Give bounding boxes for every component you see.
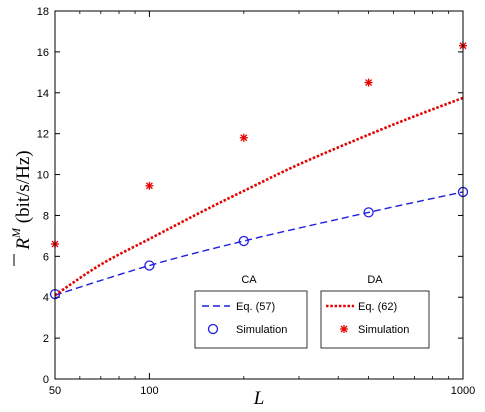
data-point-ca_sim — [144, 260, 155, 271]
legend-da-star-d2 — [340, 325, 348, 333]
y-tick-label: 6 — [43, 251, 49, 263]
axis-ticks: 0 2 4 6 8 10 12 14 16 18 50 100 1000 — [37, 6, 475, 397]
data-point-da_sim — [145, 181, 154, 190]
series-layer — [49, 41, 469, 300]
y-tick-label: 18 — [37, 6, 49, 18]
data-point-da_sim — [364, 78, 373, 87]
x-tick-label: 100 — [140, 385, 158, 397]
x-tick-label: 50 — [49, 385, 61, 397]
legend-da-sim-swatch — [340, 325, 348, 333]
legend-da-sim-label: Simulation — [358, 324, 409, 336]
y-tick-label: 12 — [37, 129, 49, 141]
y-tick-label: 0 — [43, 374, 49, 386]
y-tick-label: 2 — [43, 333, 49, 345]
y-tick-label: 14 — [37, 88, 49, 100]
legend-ca-eq-label: Eq. (57) — [236, 301, 275, 313]
series-line-ca_eq — [54, 191, 464, 296]
data-point-ca_sim — [363, 207, 374, 218]
legend-da-box — [320, 290, 430, 349]
y-axis-label-text: RM (bit/s/Hz) — [9, 150, 34, 250]
legend-da: DA Eq. (62) Simulation — [320, 274, 430, 349]
y-tick-label: 10 — [37, 170, 49, 182]
series-line-da_eq — [54, 96, 464, 297]
y-tick-label: 4 — [43, 292, 49, 304]
y-axis-label-unit: (bit/s/Hz) — [13, 150, 34, 228]
legend-ca-sim-label: Simulation — [236, 324, 287, 336]
star-stroke — [365, 79, 373, 87]
y-tick-label: 8 — [43, 210, 49, 222]
y-tick-label: 16 — [37, 47, 49, 59]
legend-da-title: DA — [367, 274, 383, 286]
y-axis-label: RM (bit/s/Hz) — [9, 150, 34, 266]
y-axis-label-superscript: M — [9, 227, 23, 239]
star-stroke — [240, 134, 248, 142]
y-axis-label-symbol: R — [13, 238, 34, 251]
legend-ca: CA Eq. (57) Simulation — [194, 274, 308, 349]
star-stroke — [145, 182, 153, 190]
data-point-ca_sim — [238, 235, 249, 247]
plot-frame — [54, 10, 464, 380]
data-point-da_sim — [239, 133, 248, 142]
legend-ca-title: CA — [241, 274, 257, 286]
x-tick-label: 1000 — [451, 385, 475, 397]
legend-ca-box — [194, 290, 308, 349]
legend-da-eq-label: Eq. (62) — [358, 301, 397, 313]
x-axis-label: L — [253, 388, 265, 409]
legend-ca-sim-swatch — [207, 323, 219, 335]
